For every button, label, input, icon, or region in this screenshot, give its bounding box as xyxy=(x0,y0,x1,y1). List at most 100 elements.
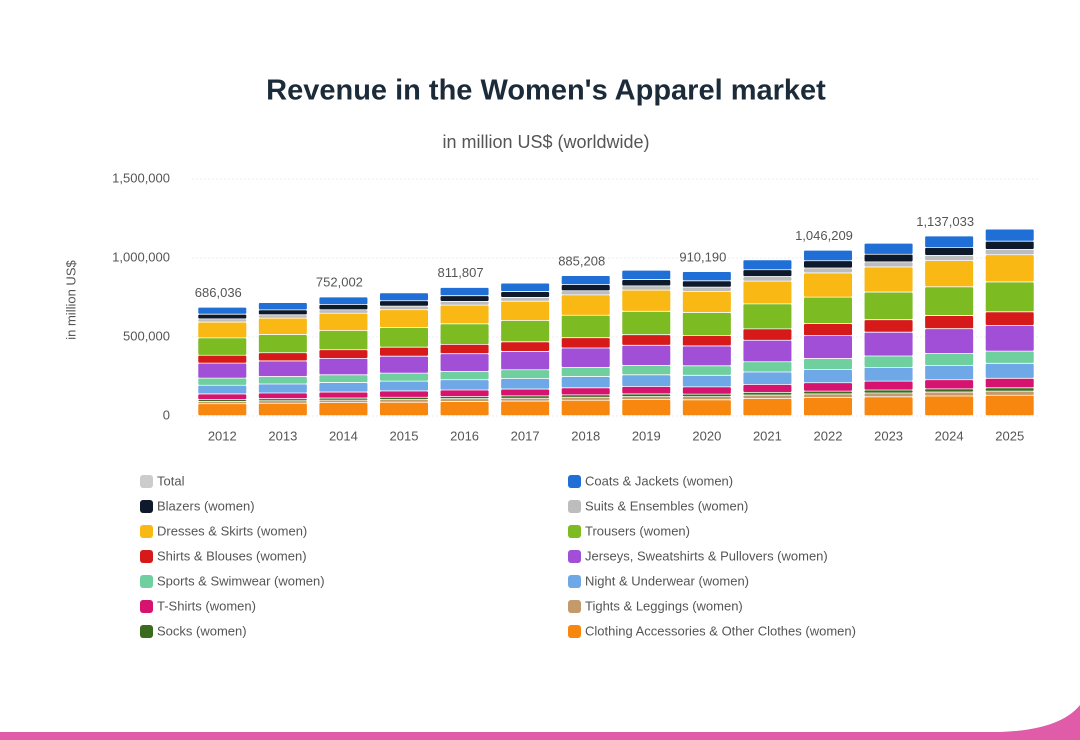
bar-segment xyxy=(985,229,1034,241)
bar-segment xyxy=(925,287,974,316)
bar-segment xyxy=(319,382,368,392)
bar-segment xyxy=(864,320,913,332)
bar-segment xyxy=(561,367,610,377)
bar-segment xyxy=(561,291,610,295)
bar-segment xyxy=(319,310,368,313)
bar-segment xyxy=(743,362,792,372)
legend-label: Night & Underwear (women) xyxy=(585,573,749,588)
bar-segment xyxy=(561,400,610,416)
legend-swatch xyxy=(568,500,581,513)
legend-swatch xyxy=(140,525,153,538)
bar-segment xyxy=(985,391,1034,395)
bar-segment xyxy=(440,380,489,390)
bar-segment xyxy=(682,287,731,292)
bar-segment xyxy=(319,403,368,416)
bar-segment xyxy=(622,396,671,400)
bar-segment xyxy=(864,381,913,390)
bar-segment xyxy=(501,401,550,416)
bar-segment xyxy=(380,306,428,310)
bar-segment xyxy=(804,297,852,324)
bar-segment xyxy=(501,342,550,352)
bar-segment xyxy=(622,270,671,280)
bar-segment xyxy=(440,344,489,354)
bar-segment xyxy=(380,391,428,397)
bar-segment xyxy=(743,395,792,399)
bar-segment xyxy=(501,389,550,396)
bar-segment xyxy=(258,401,307,403)
bar-segment xyxy=(319,358,368,375)
bar-segment xyxy=(258,384,307,393)
bar-segment xyxy=(682,375,731,387)
bar-segment xyxy=(501,320,550,342)
bar-segment xyxy=(682,394,731,397)
legend-label: T-Shirts (women) xyxy=(157,598,256,613)
bar-segment xyxy=(864,393,913,397)
bar-segment xyxy=(561,276,610,285)
legend-label: Total xyxy=(157,473,185,488)
bar-segment xyxy=(622,286,671,290)
bar-segment xyxy=(864,332,913,356)
bar-segment xyxy=(258,376,307,384)
bar-segment xyxy=(501,398,550,401)
legend-label: Clothing Accessories & Other Clothes (wo… xyxy=(585,623,856,638)
bar-segment xyxy=(440,287,489,296)
x-tick-label: 2015 xyxy=(390,428,419,443)
bar-segment xyxy=(258,361,307,377)
bar-segment xyxy=(198,394,247,400)
legend-swatch xyxy=(140,625,153,638)
bar-segment xyxy=(501,297,550,301)
x-tick-label: 2014 xyxy=(329,428,358,443)
bar-segment xyxy=(804,383,852,391)
bar-segment xyxy=(985,249,1034,255)
bar-segment xyxy=(804,261,852,268)
bar-segment xyxy=(440,354,489,371)
bar-segment xyxy=(682,400,731,416)
bar-segment xyxy=(380,301,428,306)
bar-segment xyxy=(198,399,247,401)
bar-segment xyxy=(804,250,852,261)
legend-swatch xyxy=(140,600,153,613)
bar-segment xyxy=(258,393,307,399)
bar-segment xyxy=(258,399,307,401)
bar-segment xyxy=(561,348,610,368)
bar-segment xyxy=(622,365,671,375)
bar-segment xyxy=(804,273,852,297)
bar-segment xyxy=(198,404,247,416)
legend-label: Trousers (women) xyxy=(585,523,690,538)
bar-segment xyxy=(561,397,610,400)
bar-segment xyxy=(804,336,852,359)
bar-segment xyxy=(925,329,974,354)
bar-segment xyxy=(622,400,671,416)
bar-segment xyxy=(985,378,1034,388)
legend-label: Dresses & Skirts (women) xyxy=(157,523,307,538)
bar-segment xyxy=(925,315,974,329)
bar-segment xyxy=(804,268,852,273)
bar-segment xyxy=(319,313,368,331)
bar-segment xyxy=(380,356,428,373)
bar-segment xyxy=(258,315,307,318)
bar-segment xyxy=(440,324,489,344)
bar-segment xyxy=(198,338,247,355)
bar-segment xyxy=(925,236,974,248)
bar-segment xyxy=(622,335,671,345)
bar-segment xyxy=(198,322,247,338)
bar-segment xyxy=(864,243,913,254)
bar-segment xyxy=(501,370,550,379)
bar-segment xyxy=(925,389,974,392)
bar-segment xyxy=(743,304,792,329)
x-tick-label: 2021 xyxy=(753,428,782,443)
bar-segment xyxy=(380,293,428,301)
bar-segment xyxy=(743,340,792,362)
bar-segment xyxy=(319,392,368,398)
bar-segment xyxy=(864,356,913,368)
bar-segment xyxy=(743,392,792,395)
bar-segment xyxy=(258,318,307,335)
bar-segment xyxy=(925,396,974,416)
bar-segment xyxy=(319,375,368,383)
legend-swatch xyxy=(140,575,153,588)
total-label: 1,046,209 xyxy=(795,228,853,243)
bar-segment xyxy=(622,290,671,311)
bar-segment xyxy=(682,346,731,366)
bar-segment xyxy=(501,378,550,389)
y-axis-label: in million US$ xyxy=(63,259,78,339)
